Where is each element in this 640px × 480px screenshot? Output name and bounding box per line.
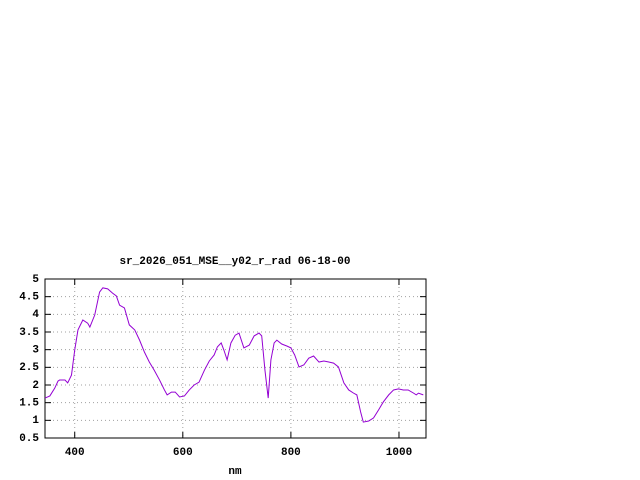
y-tick-label: 2.5 [19,362,39,374]
x-tick-label: 1000 [386,447,412,459]
plot-frame [44,278,427,439]
y-tick-label: 5 [32,274,39,286]
x-tick-label: 800 [281,447,301,459]
y-tick-label: 3 [32,345,39,357]
x-axis-label: nm [228,466,242,478]
data-line [44,287,424,423]
y-tick-label: 4 [32,309,39,321]
y-tick-label: 4.5 [19,292,39,304]
x-tick-label: 600 [173,447,193,459]
chart-title: sr_2026_051_MSE__y02_r_rad 06-18-00 [119,256,350,268]
x-tick-label: 400 [65,447,85,459]
y-tick-label: 2 [32,380,39,392]
y-tick-label: 1 [32,415,39,427]
y-tick-label: 3.5 [19,327,39,339]
y-tick-label: 0.5 [19,433,39,445]
y-tick-label: 1.5 [19,398,39,410]
